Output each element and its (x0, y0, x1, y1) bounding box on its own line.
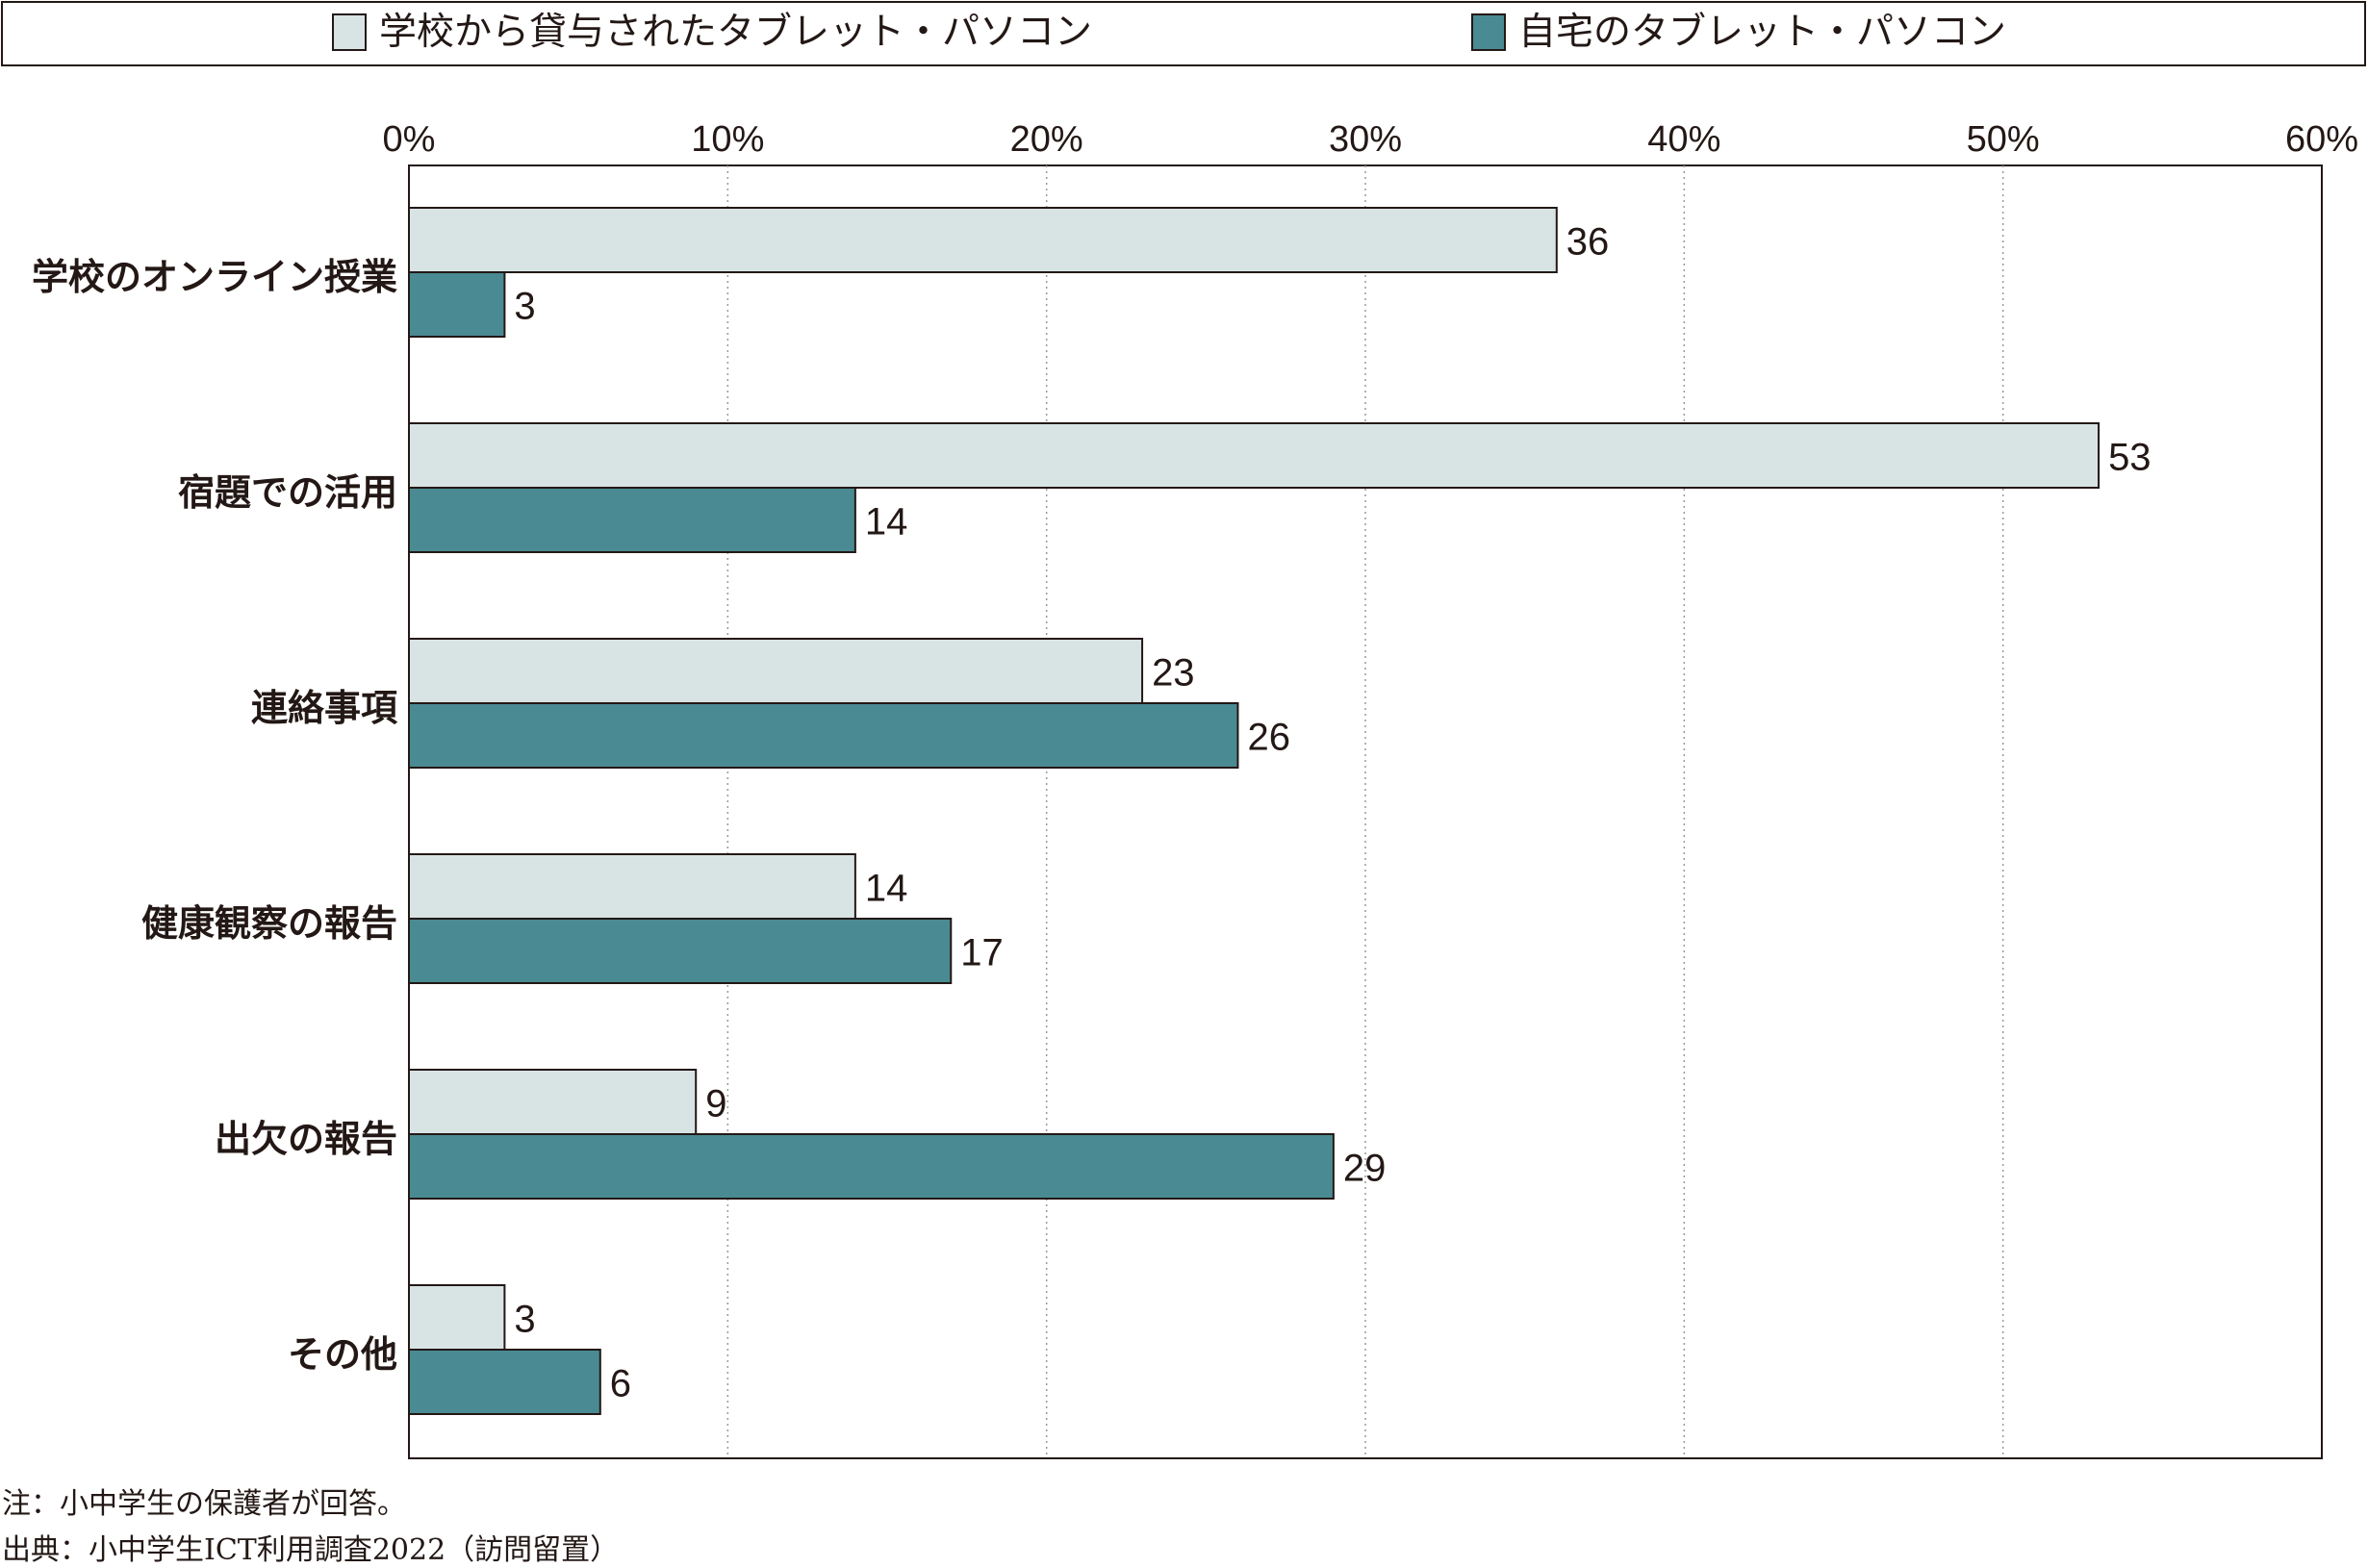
category-label: 出欠の報告 (215, 1119, 397, 1160)
bar (408, 271, 506, 338)
grid-lines (408, 164, 2323, 1459)
x-axis-ticks: 0% 10% 20% 30% 40% 50% 60% (383, 119, 2358, 160)
data-label: 14 (865, 868, 908, 910)
category-label: 学校のオンライン授業 (32, 257, 397, 298)
data-label: 36 (1566, 221, 1610, 264)
x-tick-label: 30% (1329, 119, 1402, 160)
x-tick-label: 10% (691, 119, 764, 160)
legend-swatch-1 (332, 13, 367, 51)
data-label: 29 (1343, 1148, 1387, 1190)
data-label: 17 (960, 932, 1003, 974)
source-note: 出典：小中学生ICT利用調査2022（訪問留置） (2, 1533, 620, 1567)
bar (408, 487, 856, 553)
x-tick-label: 0% (383, 119, 436, 160)
legend-swatch-2 (1471, 13, 1506, 51)
bar (408, 1069, 698, 1135)
bar (408, 207, 1558, 273)
data-label: 6 (610, 1363, 631, 1405)
x-tick-label: 20% (1010, 119, 1083, 160)
legend: 学校から貸与されたタブレット・パソコン 自宅のタブレット・パソコン (1, 1, 2366, 66)
category-label: 宿題での活用 (178, 473, 397, 514)
bar (408, 853, 856, 920)
category-label: その他 (288, 1335, 397, 1376)
data-label: 26 (1247, 717, 1290, 759)
data-label: 53 (2108, 437, 2152, 479)
bar (408, 1349, 601, 1415)
data-label: 3 (514, 286, 535, 328)
data-label: 3 (514, 1299, 535, 1341)
x-tick-label: 50% (1967, 119, 2040, 160)
data-label: 23 (1152, 652, 1195, 695)
category-label: 連絡事項 (251, 689, 398, 729)
x-tick-label: 60% (2285, 119, 2358, 160)
category-label: 健康観察の報告 (141, 903, 397, 945)
bar (408, 638, 1144, 704)
legend-label-2: 自宅のタブレット・パソコン (1518, 12, 2006, 53)
bar (408, 1284, 506, 1351)
x-tick-label: 40% (1647, 119, 1720, 160)
legend-box (1, 1, 2366, 66)
bar (408, 1133, 1335, 1200)
bar (408, 702, 1239, 769)
bar (408, 422, 2101, 489)
data-label: 14 (865, 501, 908, 544)
data-label: 9 (705, 1083, 726, 1125)
legend-label-1: 学校から貸与されたタブレット・パソコン (379, 12, 1092, 53)
bar (408, 918, 953, 984)
footnote: 注：小中学生の保護者が回答。 (2, 1487, 406, 1521)
bars (408, 207, 2101, 1415)
